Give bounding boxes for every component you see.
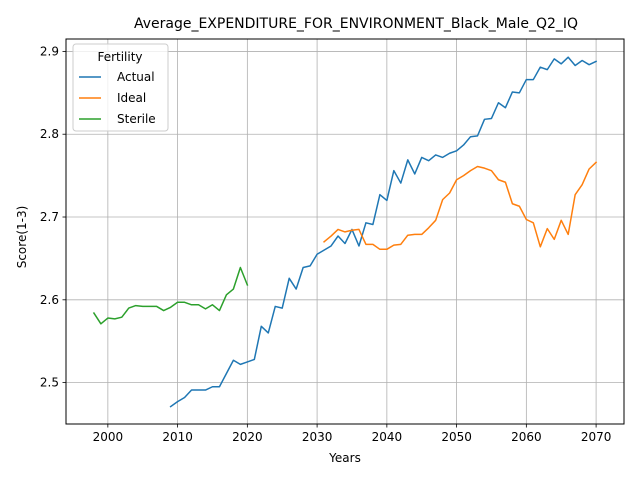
x-tick-label: 2010 (162, 430, 193, 444)
legend-label-ideal: Ideal (117, 91, 146, 105)
x-tick-label: 2050 (441, 430, 472, 444)
legend-box (72, 43, 169, 132)
series-line-sterile (92, 266, 249, 325)
x-tick-label: 2000 (93, 430, 124, 444)
x-tick-label: 2040 (372, 430, 403, 444)
x-tick-label: 2060 (511, 430, 542, 444)
x-axis-ticks: 2000 2010 2020 2030 2040 2050 2060 2070 (93, 424, 612, 444)
x-tick-label: 2070 (581, 430, 612, 444)
x-tick-label: 2020 (232, 430, 263, 444)
series-line-ideal (323, 161, 598, 251)
y-tick-label: 2.6 (40, 293, 59, 307)
chart-title: Average_EXPENDITURE_FOR_ENVIRONMENT_Blac… (134, 16, 578, 32)
y-tick-label: 2.7 (40, 210, 59, 224)
x-axis-label: Years (328, 451, 361, 465)
plot-area: 2000 2010 2020 2030 2040 2050 2060 2070 2.52.62… (40, 38, 625, 444)
series-line-actual (169, 56, 598, 408)
axes-frame (65, 38, 625, 425)
y-tick-label: 2.5 (40, 376, 59, 390)
y-axis-ticks: 2.5 2.6 2.7 2.8 2.9 (40, 44, 66, 390)
y-tick-label: 2.9 (40, 44, 59, 58)
y-tick-label: 2.8 (40, 127, 59, 141)
legend: Fertility Actual Ideal Sterile (72, 43, 169, 132)
legend-label-sterile: Sterile (117, 112, 156, 126)
legend-label-actual: Actual (117, 70, 155, 84)
y-axis-label: Score(1-3) (15, 206, 29, 269)
x-tick-label: 2030 (302, 430, 333, 444)
legend-title: Fertility (97, 50, 142, 64)
grid (66, 39, 624, 424)
series-lines (92, 56, 598, 408)
